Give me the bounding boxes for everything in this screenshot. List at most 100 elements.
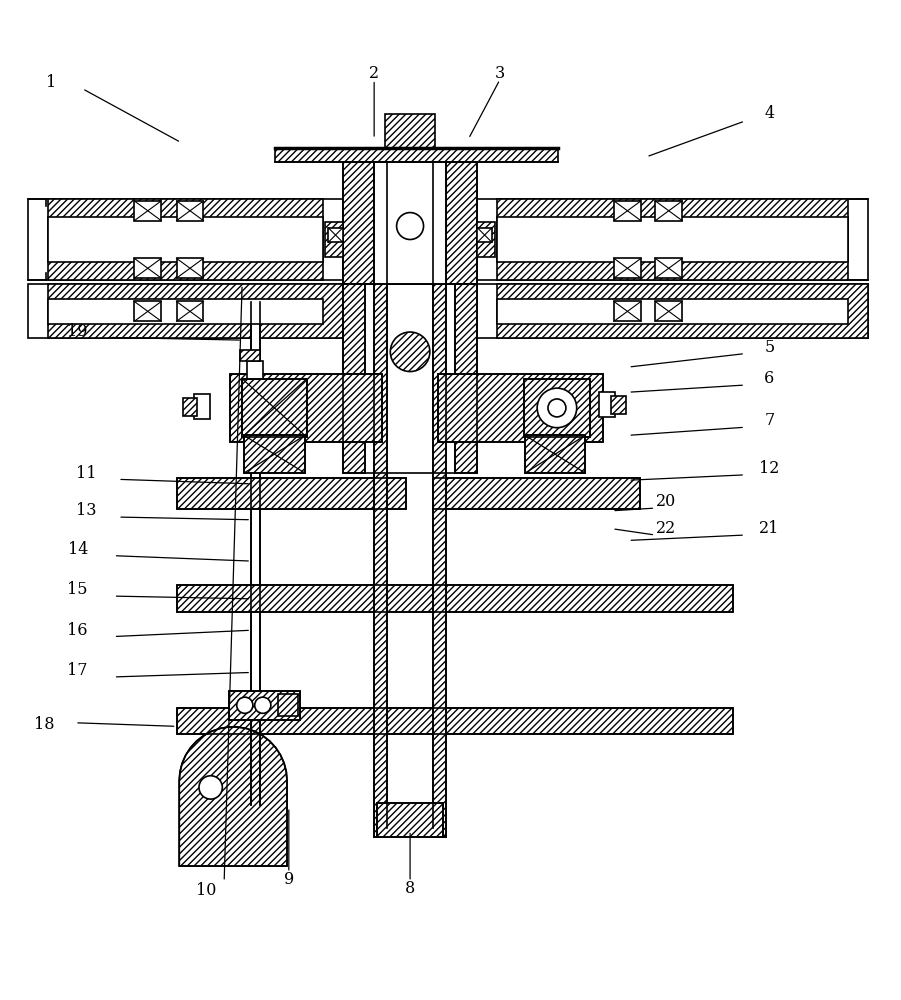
Bar (478, 262, 869, 280)
Bar (614, 258, 641, 278)
Text: 11: 11 (77, 465, 97, 482)
Bar (251, 302, 260, 805)
Polygon shape (324, 222, 342, 257)
Bar (374, 154, 387, 837)
Bar (342, 284, 365, 473)
Bar (278, 694, 298, 716)
Text: 4: 4 (764, 105, 775, 122)
Bar (374, 162, 446, 284)
Bar (438, 374, 603, 442)
Text: 20: 20 (656, 493, 676, 510)
Text: 16: 16 (68, 622, 88, 639)
Text: 7: 7 (764, 412, 775, 429)
Bar (194, 394, 210, 419)
Bar (655, 301, 682, 321)
Bar (525, 435, 586, 473)
Bar (177, 301, 204, 321)
Bar (28, 199, 342, 217)
Bar (598, 392, 614, 417)
Bar (497, 217, 849, 262)
Bar (241, 350, 260, 361)
Bar (377, 803, 443, 837)
Circle shape (548, 399, 566, 417)
Bar (28, 262, 342, 280)
Polygon shape (478, 222, 496, 257)
Bar (247, 361, 263, 379)
Bar (433, 154, 446, 837)
Text: 12: 12 (760, 460, 779, 477)
Bar (525, 435, 586, 473)
Bar (177, 201, 204, 221)
Bar (242, 379, 306, 437)
Bar (48, 199, 323, 280)
Bar (655, 201, 682, 221)
Bar (177, 258, 204, 278)
Circle shape (396, 213, 423, 240)
Bar (177, 478, 405, 509)
Bar (478, 199, 869, 217)
Bar (48, 217, 323, 262)
Bar (478, 228, 492, 242)
Text: 17: 17 (68, 662, 88, 679)
Bar (614, 301, 641, 321)
Circle shape (255, 697, 271, 713)
Circle shape (537, 388, 577, 428)
Bar (134, 258, 161, 278)
Bar (229, 691, 301, 720)
Bar (229, 691, 301, 720)
Bar (433, 478, 640, 509)
Bar (438, 374, 603, 442)
Bar (48, 299, 323, 324)
Bar (28, 199, 342, 280)
Bar (231, 374, 382, 442)
Text: 9: 9 (284, 871, 294, 888)
Bar (342, 162, 478, 284)
Text: 5: 5 (764, 339, 775, 356)
Polygon shape (179, 727, 287, 866)
Circle shape (199, 776, 223, 799)
Text: 15: 15 (68, 581, 88, 598)
Bar (177, 708, 733, 734)
Text: 14: 14 (68, 541, 88, 558)
Bar (524, 379, 590, 437)
Bar (231, 374, 382, 442)
Text: 13: 13 (77, 502, 97, 519)
Text: 1: 1 (46, 74, 56, 91)
Text: 3: 3 (495, 65, 505, 82)
Bar (455, 284, 478, 473)
Bar (177, 585, 733, 612)
Text: 18: 18 (34, 716, 55, 733)
Bar (244, 435, 305, 473)
Bar (183, 398, 197, 416)
Bar (134, 301, 161, 321)
Bar (385, 114, 435, 148)
Bar (276, 148, 559, 162)
Bar (655, 258, 682, 278)
Bar (497, 299, 849, 324)
Bar (524, 379, 590, 437)
Circle shape (237, 697, 253, 713)
Bar (177, 585, 733, 612)
Text: 2: 2 (369, 65, 379, 82)
Bar (177, 708, 733, 734)
Bar (28, 284, 342, 338)
Bar (177, 478, 405, 509)
Bar (497, 284, 869, 338)
Bar (48, 284, 342, 338)
Text: 10: 10 (196, 882, 216, 899)
Text: 8: 8 (405, 880, 415, 897)
Bar (614, 201, 641, 221)
Text: 6: 6 (764, 370, 775, 387)
Bar (478, 284, 869, 338)
Circle shape (390, 332, 430, 372)
Bar (134, 201, 161, 221)
Text: 21: 21 (760, 520, 779, 537)
Bar (242, 379, 306, 437)
Bar (497, 199, 849, 280)
Bar (611, 396, 625, 414)
Text: 22: 22 (656, 520, 676, 537)
Text: 19: 19 (68, 323, 88, 340)
Bar (478, 199, 869, 280)
Bar (433, 478, 640, 509)
Bar (328, 228, 342, 242)
